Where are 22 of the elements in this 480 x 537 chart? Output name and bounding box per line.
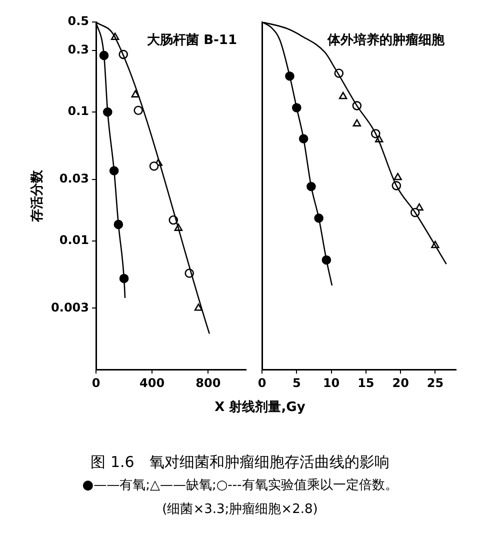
text: 体外培养的肿瘤细胞	[326, 32, 446, 48]
x-tick-label: 20	[392, 376, 409, 390]
text: ●——有氧;△——缺氧;○---有氧实验值乘以一定倍数。	[81, 477, 399, 495]
x-tick-label: 800	[196, 376, 221, 390]
y-tick-label: 0.003	[51, 300, 89, 314]
y-tick-label: 0.03	[59, 171, 89, 186]
text: 大肠杆菌 B-11	[147, 32, 237, 48]
x-tick-label: 15	[358, 376, 374, 390]
x-tick-label: 10	[322, 376, 340, 390]
y-tick-label: 0.1	[68, 104, 89, 118]
caption: 图 1.6 氧对细菌和肿瘤细胞存活曲线的影响	[90, 452, 390, 473]
y-axis-title: 存活分数	[30, 168, 46, 223]
x-tick-label: 0	[258, 376, 266, 390]
x-tick-label: 5	[292, 376, 301, 390]
y-tick-label: 0.01	[59, 232, 89, 247]
y-tick-label: 0.5	[68, 14, 89, 28]
text: (细菌×3.3;肿瘤细胞×2.8)	[161, 501, 319, 519]
x-tick-label: 0	[92, 376, 100, 390]
x-axis-title: X 射线剂量,Gy	[214, 398, 306, 416]
y-tick-label: 0.3	[68, 42, 89, 57]
x-tick-label: 25	[426, 376, 444, 390]
x-tick-label: 400	[140, 376, 165, 390]
